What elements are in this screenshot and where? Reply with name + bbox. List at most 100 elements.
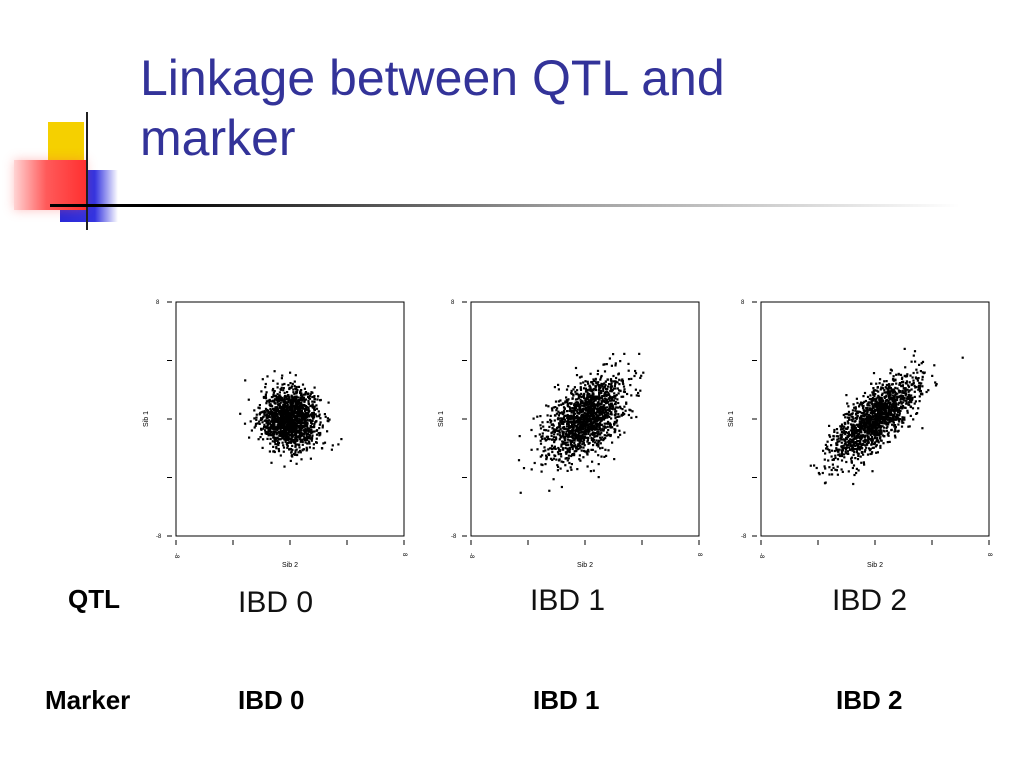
data-point xyxy=(876,409,880,413)
data-point xyxy=(300,416,303,419)
data-point xyxy=(891,391,895,394)
data-point xyxy=(861,434,864,437)
data-point xyxy=(257,406,260,409)
data-point xyxy=(566,403,569,407)
data-point xyxy=(305,434,308,438)
data-point xyxy=(565,444,568,447)
data-point xyxy=(273,419,276,422)
data-point xyxy=(608,399,611,402)
data-point xyxy=(267,434,270,437)
data-point xyxy=(572,444,575,447)
data-point xyxy=(556,451,560,454)
data-point xyxy=(302,421,305,424)
data-point xyxy=(840,435,843,438)
data-point xyxy=(248,436,251,439)
data-point xyxy=(592,416,595,419)
data-point xyxy=(261,378,264,381)
data-point xyxy=(260,428,263,431)
data-point xyxy=(902,421,905,424)
data-point xyxy=(545,458,548,461)
data-point xyxy=(279,427,282,430)
data-point xyxy=(564,442,567,446)
data-point xyxy=(864,430,867,433)
data-point xyxy=(260,433,263,436)
data-point xyxy=(876,386,879,389)
data-point xyxy=(589,434,592,437)
data-point xyxy=(272,395,275,398)
data-point xyxy=(594,396,597,399)
data-point xyxy=(596,409,599,413)
data-point xyxy=(597,403,600,406)
data-point xyxy=(586,402,589,405)
data-point xyxy=(586,401,589,404)
data-point xyxy=(908,399,911,402)
data-point xyxy=(869,398,872,401)
data-point xyxy=(613,420,616,423)
data-point xyxy=(552,436,555,439)
data-point xyxy=(570,411,573,414)
data-point xyxy=(863,463,866,466)
data-point xyxy=(277,450,281,453)
data-point xyxy=(583,392,586,395)
data-point xyxy=(876,421,879,424)
data-point xyxy=(288,441,291,444)
data-point xyxy=(568,446,571,449)
data-point xyxy=(619,407,622,410)
data-point xyxy=(551,423,554,426)
data-point xyxy=(303,432,306,435)
data-point xyxy=(850,432,854,435)
data-point xyxy=(249,420,252,423)
data-point xyxy=(570,439,573,442)
data-point xyxy=(567,385,570,388)
data-point xyxy=(591,424,594,427)
data-point xyxy=(258,404,261,407)
data-point xyxy=(875,434,878,437)
data-point xyxy=(903,397,906,400)
data-point xyxy=(879,412,882,415)
data-point xyxy=(878,429,881,432)
data-point xyxy=(857,445,860,448)
data-point xyxy=(597,443,600,446)
data-point xyxy=(910,383,913,387)
data-point xyxy=(892,401,895,404)
data-point xyxy=(581,423,584,426)
data-point xyxy=(585,422,588,425)
data-point xyxy=(900,405,903,408)
data-point xyxy=(918,400,921,403)
data-point xyxy=(894,426,897,429)
data-point xyxy=(917,388,920,391)
data-point xyxy=(635,415,638,419)
data-point xyxy=(568,449,571,452)
data-point xyxy=(854,447,857,451)
data-point xyxy=(302,418,305,421)
data-point xyxy=(557,414,560,417)
data-point xyxy=(835,428,839,431)
data-point xyxy=(278,404,282,408)
data-point xyxy=(319,433,322,436)
data-point xyxy=(568,421,571,424)
data-point xyxy=(291,448,294,451)
data-point xyxy=(556,407,559,410)
data-point xyxy=(298,431,301,434)
data-point xyxy=(552,430,555,433)
data-point xyxy=(536,448,539,451)
data-point xyxy=(304,398,308,401)
data-point xyxy=(877,394,880,397)
data-point xyxy=(575,416,578,419)
data-point xyxy=(832,466,835,469)
data-point xyxy=(840,441,843,444)
data-points xyxy=(517,352,645,494)
data-point xyxy=(573,429,576,432)
data-point xyxy=(607,428,610,432)
data-point xyxy=(561,447,565,450)
data-point xyxy=(897,419,900,422)
data-point xyxy=(834,456,837,460)
data-point xyxy=(584,426,587,429)
data-point xyxy=(297,436,300,439)
data-point xyxy=(604,402,608,405)
data-point xyxy=(597,476,600,479)
data-point xyxy=(274,394,277,397)
data-point xyxy=(291,426,294,429)
data-point xyxy=(326,419,329,422)
